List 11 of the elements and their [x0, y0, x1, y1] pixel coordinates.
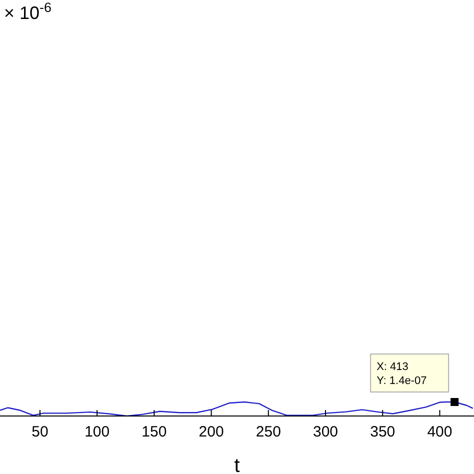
text: × 10$^{-6}$ — [4, 0, 52, 23]
x-tick-label: 400 — [427, 424, 452, 441]
x-tick-label: 350 — [370, 424, 396, 441]
x-tick-label: 100 — [84, 424, 110, 441]
x-axis-title: t — [234, 455, 240, 474]
x-tick-label: 300 — [313, 424, 338, 441]
x-tick-label: 200 — [198, 424, 224, 441]
x-tick-label: 150 — [142, 424, 167, 441]
x-tick-label: 50 — [32, 424, 48, 441]
x-tick-label: 250 — [256, 424, 281, 441]
annotation: X: 413 Y: 1.4e-07 — [376, 361, 427, 387]
